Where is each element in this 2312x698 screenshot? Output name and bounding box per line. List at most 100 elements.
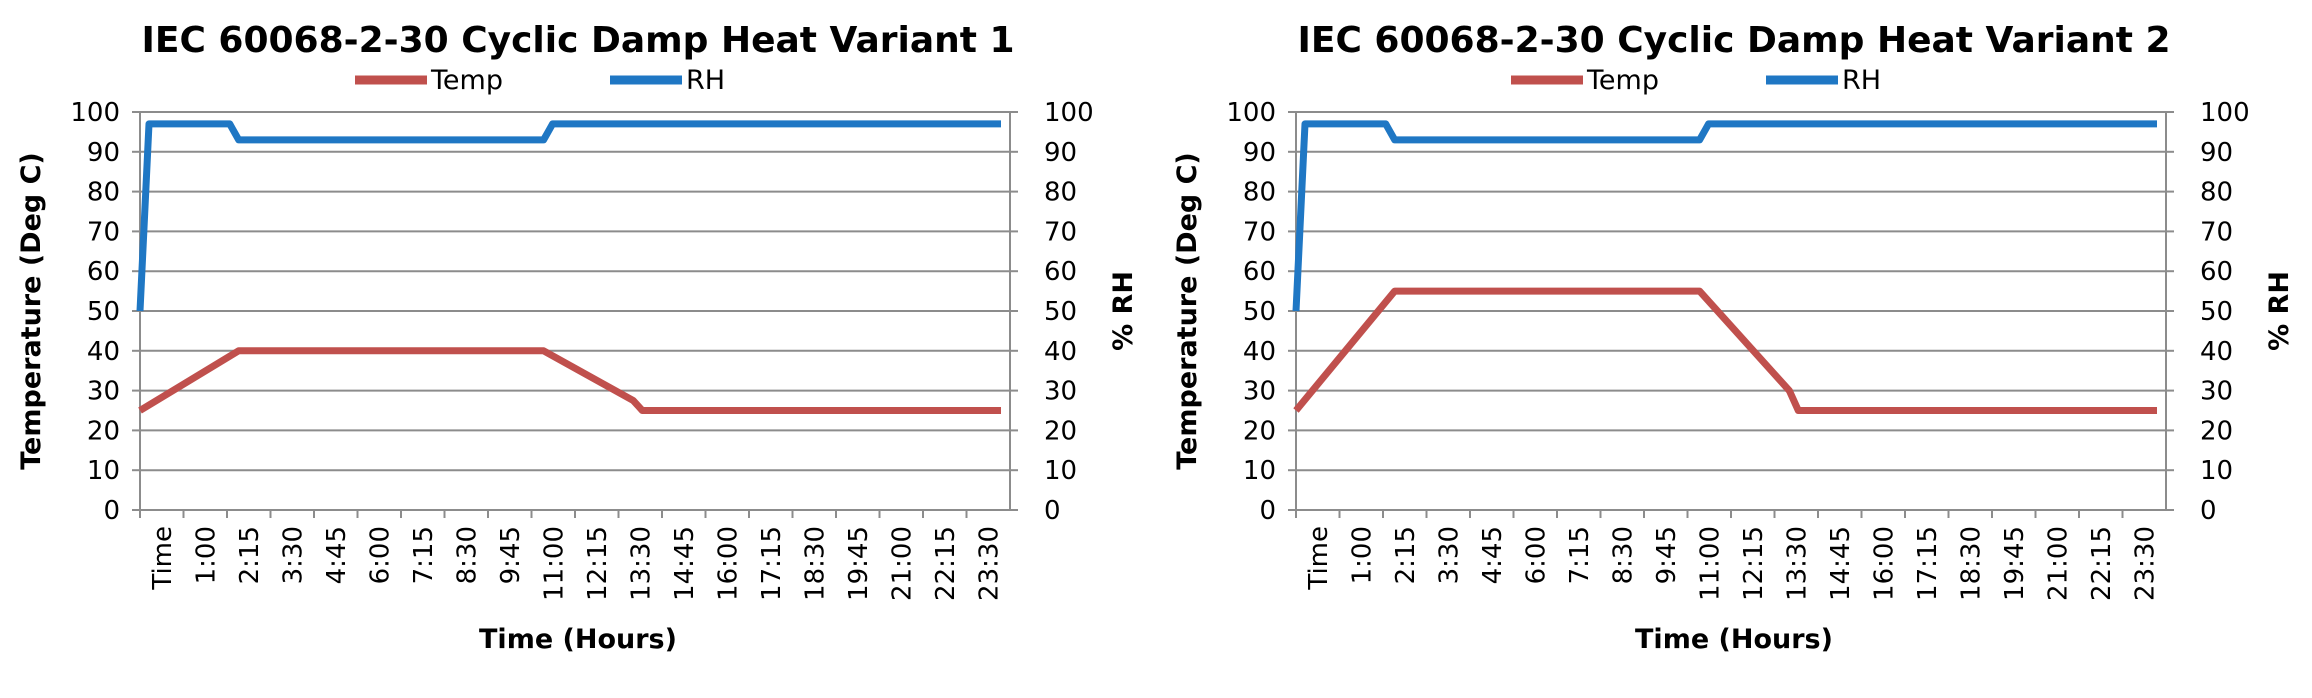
y2-tick-label: 100 bbox=[1044, 98, 1094, 128]
y2-tick-label: 40 bbox=[1044, 337, 1077, 367]
x-tick-label: 3:30 bbox=[278, 526, 308, 584]
y2-tick-label: 50 bbox=[2200, 297, 2233, 327]
x-tick-label: 7:15 bbox=[409, 526, 439, 584]
x-tick-label: 11:00 bbox=[1695, 526, 1725, 601]
y2-tick-label: 10 bbox=[2200, 456, 2233, 486]
series-line-rh bbox=[1292, 120, 2157, 312]
chart-title: IEC 60068-2-30 Cyclic Damp Heat Variant … bbox=[1297, 20, 2170, 61]
x-tick-label: 23:30 bbox=[974, 526, 1004, 601]
x-tick-label: Time bbox=[1304, 526, 1334, 591]
y-tick-label: 60 bbox=[1243, 257, 1276, 287]
x-tick-label: 22:15 bbox=[931, 526, 961, 601]
y-tick-label: 100 bbox=[70, 98, 120, 128]
y-tick-label: 80 bbox=[87, 178, 120, 208]
y2-tick-label: 80 bbox=[2200, 178, 2233, 208]
x-tick-label: 22:15 bbox=[2087, 526, 2117, 601]
x-tick-label: 14:45 bbox=[1826, 526, 1856, 601]
y2-tick-label: 0 bbox=[2200, 496, 2217, 526]
x-tick-label: 13:30 bbox=[1782, 526, 1812, 601]
y2-tick-label: 60 bbox=[1044, 257, 1077, 287]
y2-tick-label: 0 bbox=[1044, 496, 1061, 526]
y-tick-label: 20 bbox=[1243, 416, 1276, 446]
y2-tick-label: 60 bbox=[2200, 257, 2233, 287]
y-tick-label: 40 bbox=[87, 337, 120, 367]
y2-tick-label: 50 bbox=[1044, 297, 1077, 327]
x-tick-label: 11:00 bbox=[539, 526, 569, 601]
x-tick-label: 12:15 bbox=[1739, 526, 1769, 601]
x-tick-label: 12:15 bbox=[583, 526, 613, 601]
chart-panel-variant-1: IEC 60068-2-30 Cyclic Damp Heat Variant … bbox=[16, 20, 1139, 655]
series-line-temp bbox=[138, 347, 1001, 414]
x-tick-label: 17:15 bbox=[757, 526, 787, 601]
x-tick-label: 2:15 bbox=[1391, 526, 1421, 584]
x-tick-label: 23:30 bbox=[2130, 526, 2160, 601]
x-tick-label: 6:00 bbox=[365, 526, 395, 584]
y-tick-label: 70 bbox=[87, 217, 120, 247]
x-tick-label: 19:45 bbox=[844, 526, 874, 601]
y-tick-label: 0 bbox=[1259, 496, 1276, 526]
x-axis-title: Time (Hours) bbox=[479, 624, 677, 655]
x-tick-label: 8:30 bbox=[1608, 526, 1638, 584]
x-tick-label: 17:15 bbox=[1913, 526, 1943, 601]
y2-tick-label: 30 bbox=[2200, 377, 2233, 407]
x-tick-label: Time bbox=[148, 526, 178, 591]
y-axis-title: Temperature (Deg C) bbox=[16, 152, 47, 470]
x-tick-label: 4:45 bbox=[1478, 526, 1508, 584]
y2-tick-label: 20 bbox=[1044, 416, 1077, 446]
legend-label-temp: Temp bbox=[430, 65, 503, 96]
x-axis-title: Time (Hours) bbox=[1635, 624, 1833, 655]
y-tick-label: 100 bbox=[1226, 98, 1276, 128]
y-tick-label: 10 bbox=[1243, 456, 1276, 486]
legend-label-rh: RH bbox=[1842, 65, 1881, 96]
y2-tick-label: 40 bbox=[2200, 337, 2233, 367]
y-tick-label: 30 bbox=[87, 377, 120, 407]
y2-tick-label: 100 bbox=[2200, 98, 2250, 128]
x-tick-label: 3:30 bbox=[1434, 526, 1464, 584]
series-line-rh bbox=[136, 120, 1001, 312]
x-tick-label: 8:30 bbox=[452, 526, 482, 584]
x-tick-label: 2:15 bbox=[235, 526, 265, 584]
x-tick-label: 16:00 bbox=[713, 526, 743, 601]
series-line-temp bbox=[1293, 287, 2157, 414]
y-tick-label: 30 bbox=[1243, 377, 1276, 407]
x-tick-label: 9:45 bbox=[1652, 526, 1682, 584]
legend-label-rh: RH bbox=[686, 65, 725, 96]
x-tick-label: 1:00 bbox=[191, 526, 221, 584]
y-tick-label: 40 bbox=[1243, 337, 1276, 367]
x-tick-label: 13:30 bbox=[626, 526, 656, 601]
y2-tick-label: 70 bbox=[1044, 217, 1077, 247]
x-tick-label: 6:00 bbox=[1521, 526, 1551, 584]
y-tick-label: 50 bbox=[1243, 297, 1276, 327]
y-tick-label: 70 bbox=[1243, 217, 1276, 247]
y2-axis-title: % RH bbox=[1108, 271, 1139, 351]
y-axis-title: Temperature (Deg C) bbox=[1172, 152, 1203, 470]
y2-tick-label: 80 bbox=[1044, 178, 1077, 208]
y2-tick-label: 30 bbox=[1044, 377, 1077, 407]
y-tick-label: 80 bbox=[1243, 178, 1276, 208]
x-tick-label: 18:30 bbox=[800, 526, 830, 601]
chart-svg: IEC 60068-2-30 Cyclic Damp Heat Variant … bbox=[1172, 20, 2295, 655]
x-tick-label: 21:00 bbox=[2043, 526, 2073, 601]
y-tick-label: 10 bbox=[87, 456, 120, 486]
x-tick-label: 4:45 bbox=[322, 526, 352, 584]
y2-tick-label: 20 bbox=[2200, 416, 2233, 446]
y-tick-label: 0 bbox=[103, 496, 120, 526]
y-tick-label: 20 bbox=[87, 416, 120, 446]
y2-tick-label: 90 bbox=[2200, 138, 2233, 168]
x-tick-label: 1:00 bbox=[1347, 526, 1377, 584]
y2-tick-label: 90 bbox=[1044, 138, 1077, 168]
y-tick-label: 60 bbox=[87, 257, 120, 287]
y2-tick-label: 10 bbox=[1044, 456, 1077, 486]
x-tick-label: 21:00 bbox=[887, 526, 917, 601]
x-tick-label: 14:45 bbox=[670, 526, 700, 601]
x-tick-label: 9:45 bbox=[496, 526, 526, 584]
x-tick-label: 19:45 bbox=[2000, 526, 2030, 601]
legend-label-temp: Temp bbox=[1586, 65, 1659, 96]
y2-axis-title: % RH bbox=[2264, 271, 2295, 351]
x-tick-label: 16:00 bbox=[1869, 526, 1899, 601]
y-tick-label: 50 bbox=[87, 297, 120, 327]
y-tick-label: 90 bbox=[87, 138, 120, 168]
x-tick-label: 7:15 bbox=[1565, 526, 1595, 584]
y-tick-label: 90 bbox=[1243, 138, 1276, 168]
chart-svg: IEC 60068-2-30 Cyclic Damp Heat Variant … bbox=[16, 20, 1139, 655]
